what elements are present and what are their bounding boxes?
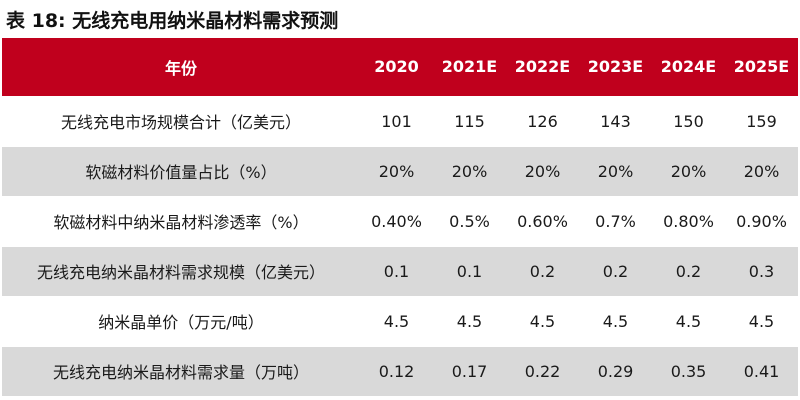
header-year: 2020 xyxy=(374,57,419,77)
row-label: 软磁材料中纳米晶材料渗透率（%） xyxy=(53,213,309,232)
cell-value: 143 xyxy=(600,111,631,131)
cell-value: 4.5 xyxy=(456,311,483,331)
table-row: 纳米晶单价（万元/吨） 4.5 4.5 4.5 4.5 4.5 4.5 xyxy=(2,296,798,346)
cell-value: 101 xyxy=(381,111,412,131)
cell-value: 0.60% xyxy=(517,211,568,231)
table-row: 无线充电市场规模合计（亿美元） 101 115 126 143 150 159 xyxy=(2,96,798,146)
cell-value: 0.12 xyxy=(378,361,415,381)
cell-value: 0.90% xyxy=(736,211,787,231)
cell-value: 126 xyxy=(527,111,558,131)
cell-value: 0.41 xyxy=(743,361,780,381)
cell-value: 0.5% xyxy=(449,211,490,231)
cell-value: 20% xyxy=(597,161,634,181)
table-title: 表 18: 无线充电用纳米晶材料需求预测 xyxy=(6,10,339,32)
cell-value: 20% xyxy=(451,161,488,181)
cell-value: 0.35 xyxy=(670,361,707,381)
header-year: 2025E xyxy=(733,57,790,77)
row-label: 无线充电纳米晶材料需求规模（亿美元） xyxy=(36,263,325,282)
cell-value: 4.5 xyxy=(529,311,556,331)
cell-value: 4.5 xyxy=(602,311,629,331)
row-label: 纳米晶单价（万元/吨） xyxy=(98,313,264,332)
cell-value: 4.5 xyxy=(675,311,702,331)
cell-value: 20% xyxy=(670,161,707,181)
header-year: 2023E xyxy=(587,57,644,77)
cell-value: 0.1 xyxy=(456,261,483,281)
cell-value: 0.80% xyxy=(663,211,714,231)
cell-value: 20% xyxy=(378,161,415,181)
table-row: 无线充电纳米晶材料需求量（万吨） 0.12 0.17 0.22 0.29 0.3… xyxy=(2,346,798,396)
cell-value: 4.5 xyxy=(383,311,410,331)
cell-value: 150 xyxy=(673,111,704,131)
table-row: 软磁材料中纳米晶材料渗透率（%） 0.40% 0.5% 0.60% 0.7% 0… xyxy=(2,196,798,246)
header-year: 2024E xyxy=(660,57,717,77)
row-label: 软磁材料价值量占比（%） xyxy=(85,163,277,182)
header-year: 2021E xyxy=(441,57,498,77)
cell-value: 0.7% xyxy=(595,211,636,231)
cell-value: 0.40% xyxy=(371,211,422,231)
row-label: 无线充电市场规模合计（亿美元） xyxy=(60,113,301,132)
cell-value: 4.5 xyxy=(748,311,775,331)
cell-value: 20% xyxy=(743,161,780,181)
row-label: 无线充电纳米晶材料需求量（万吨） xyxy=(52,363,309,383)
cell-value: 0.1 xyxy=(383,261,410,281)
cell-value: 0.17 xyxy=(451,361,488,381)
cell-value: 115 xyxy=(454,111,485,131)
header-row: 年份 2020 2021E 2022E 2023E 2024E 2025E xyxy=(2,38,798,96)
header-label-year: 年份 xyxy=(164,58,197,78)
table-row: 无线充电纳米晶材料需求规模（亿美元） 0.1 0.1 0.2 0.2 0.2 0… xyxy=(2,246,798,296)
forecast-table: 年份 2020 2021E 2022E 2023E 2024E 2025E 无线… xyxy=(2,38,798,396)
table-row: 软磁材料价值量占比（%） 20% 20% 20% 20% 20% 20% xyxy=(2,146,798,196)
cell-value: 0.29 xyxy=(597,361,634,381)
header-year: 2022E xyxy=(514,57,571,77)
cell-value: 0.2 xyxy=(529,261,556,281)
cell-value: 0.3 xyxy=(748,261,775,281)
cell-value: 20% xyxy=(524,161,561,181)
cell-value: 0.22 xyxy=(524,361,561,381)
cell-value: 0.2 xyxy=(602,261,629,281)
cell-value: 0.2 xyxy=(675,261,702,281)
cell-value: 159 xyxy=(746,111,777,131)
